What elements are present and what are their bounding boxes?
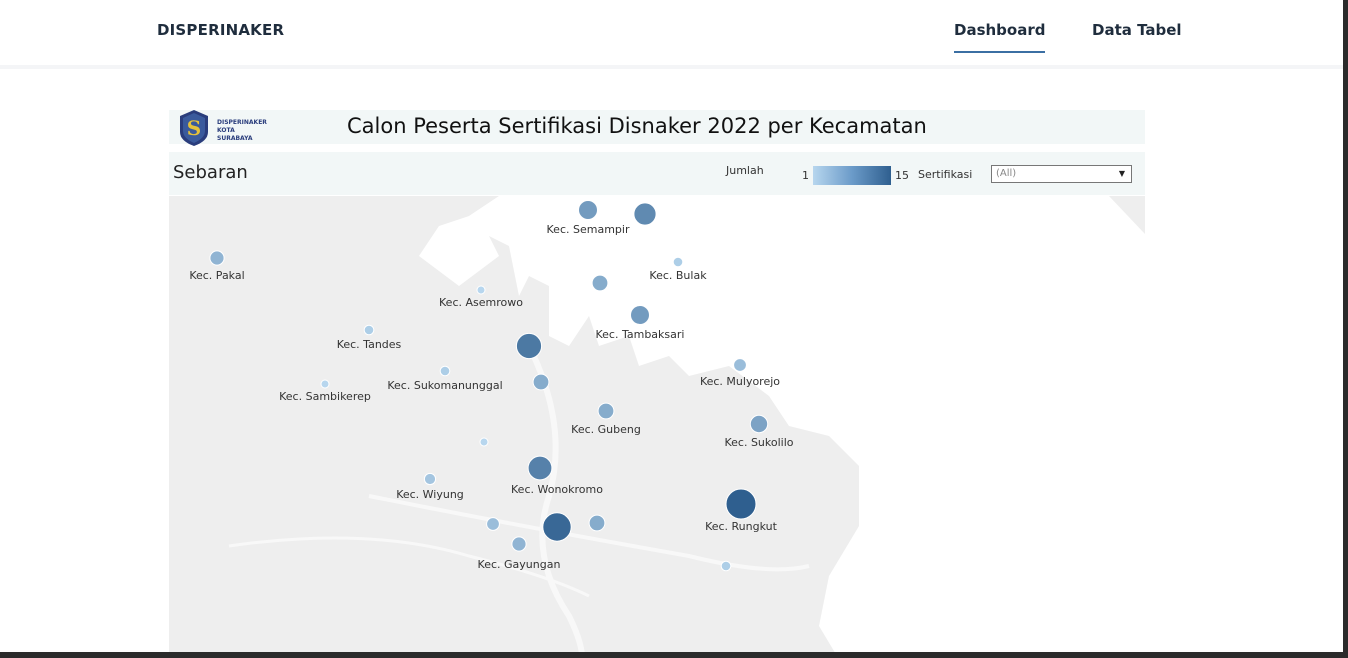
map-land-corner — [1109, 196, 1145, 234]
section-title: Sebaran — [173, 162, 248, 183]
surabaya-emblem-icon: S — [180, 110, 208, 146]
map-point[interactable] — [733, 358, 747, 372]
brand-logo-text[interactable]: DISPERINAKER — [157, 21, 285, 39]
svg-text:S: S — [187, 116, 201, 140]
map-point[interactable] — [542, 512, 572, 542]
map-points-layer: Kec. Pakal Kec. Semampir Kec. Bulak Kec. As… — [189, 200, 794, 572]
legend-max-value: 15 — [895, 169, 909, 182]
map-point-label: Kec. Mulyorejo — [700, 375, 780, 388]
map-point[interactable] — [720, 560, 732, 572]
map-point-label: Kec. Tambaksari — [596, 328, 685, 341]
map-point-label: Kec. Gayungan — [478, 558, 561, 571]
map-point[interactable] — [486, 517, 500, 531]
disperinaker-logo: S DISPERINAKER KOTA SURABAYA — [177, 110, 267, 146]
map-point[interactable] — [532, 373, 550, 391]
top-navbar: DISPERINAKER Dashboard Data Tabel — [0, 0, 1343, 69]
map-point-label: Kec. Rungkut — [705, 520, 778, 533]
map-point[interactable] — [476, 285, 486, 295]
map-road-2 — [228, 536, 590, 598]
map-point[interactable] — [515, 332, 543, 360]
map-view[interactable]: Kec. Pakal Kec. Semampir Kec. Bulak Kec. As… — [169, 196, 1145, 652]
map-point-label: Kec. Sukolilo — [724, 436, 793, 449]
map-point[interactable] — [725, 488, 757, 520]
legend-title: Jumlah — [726, 164, 764, 177]
map-point[interactable] — [672, 256, 684, 268]
map-point-label: Kec. Wiyung — [396, 488, 464, 501]
nav-link-dashboard[interactable]: Dashboard — [954, 21, 1046, 53]
legend-color-ramp — [813, 166, 891, 185]
kecamatan-map[interactable]: Kec. Pakal Kec. Semampir Kec. Bulak Kec. As… — [169, 196, 1145, 652]
map-point[interactable] — [479, 437, 489, 447]
tableau-dashboard: S DISPERINAKER KOTA SURABAYA Calon Peser… — [169, 110, 1145, 652]
dashboard-title: Calon Peserta Sertifikasi Disnaker 2022 … — [347, 114, 927, 138]
map-point[interactable] — [749, 414, 769, 434]
sertifikasi-filter-dropdown[interactable]: (All) ▼ — [991, 165, 1132, 183]
map-river — [526, 344, 585, 652]
logo-text: DISPERINAKER KOTA SURABAYA — [217, 119, 267, 142]
map-point[interactable] — [320, 379, 330, 389]
map-point-label: Kec. Asemrowo — [439, 296, 523, 309]
map-point[interactable] — [363, 324, 375, 336]
map-point-label: Kec. Sukomanunggal — [387, 379, 502, 392]
legend-min-value: 1 — [802, 169, 809, 182]
map-point[interactable] — [209, 250, 225, 266]
map-point[interactable] — [597, 402, 615, 420]
chevron-down-icon: ▼ — [1118, 169, 1125, 178]
map-point-label: Kec. Tandes — [337, 338, 402, 351]
map-header-bar: Sebaran Jumlah 1 15 Sertifikasi (All) ▼ — [169, 152, 1145, 195]
map-point-label: Kec. Bulak — [649, 269, 707, 282]
map-point[interactable] — [630, 305, 650, 325]
map-point-label: Kec. Gubeng — [571, 423, 641, 436]
map-point[interactable] — [591, 274, 609, 292]
map-point-label: Kec. Sambikerep — [279, 390, 371, 403]
map-point-label: Kec. Wonokromo — [511, 483, 603, 496]
map-point[interactable] — [578, 200, 598, 220]
map-point[interactable] — [527, 455, 553, 481]
map-point[interactable] — [633, 202, 657, 226]
filter-label: Sertifikasi — [918, 168, 973, 181]
filter-selected-value: (All) — [996, 168, 1017, 179]
map-point[interactable] — [423, 472, 437, 486]
map-point[interactable] — [511, 536, 527, 552]
map-point[interactable] — [439, 365, 451, 377]
map-point-label: Kec. Semampir — [547, 223, 630, 236]
map-road — [368, 494, 810, 572]
map-point[interactable] — [588, 514, 606, 532]
nav-link-data-tabel[interactable]: Data Tabel — [1092, 21, 1182, 39]
map-point-label: Kec. Pakal — [189, 269, 244, 282]
dashboard-title-bar: S DISPERINAKER KOTA SURABAYA Calon Peser… — [169, 110, 1145, 146]
